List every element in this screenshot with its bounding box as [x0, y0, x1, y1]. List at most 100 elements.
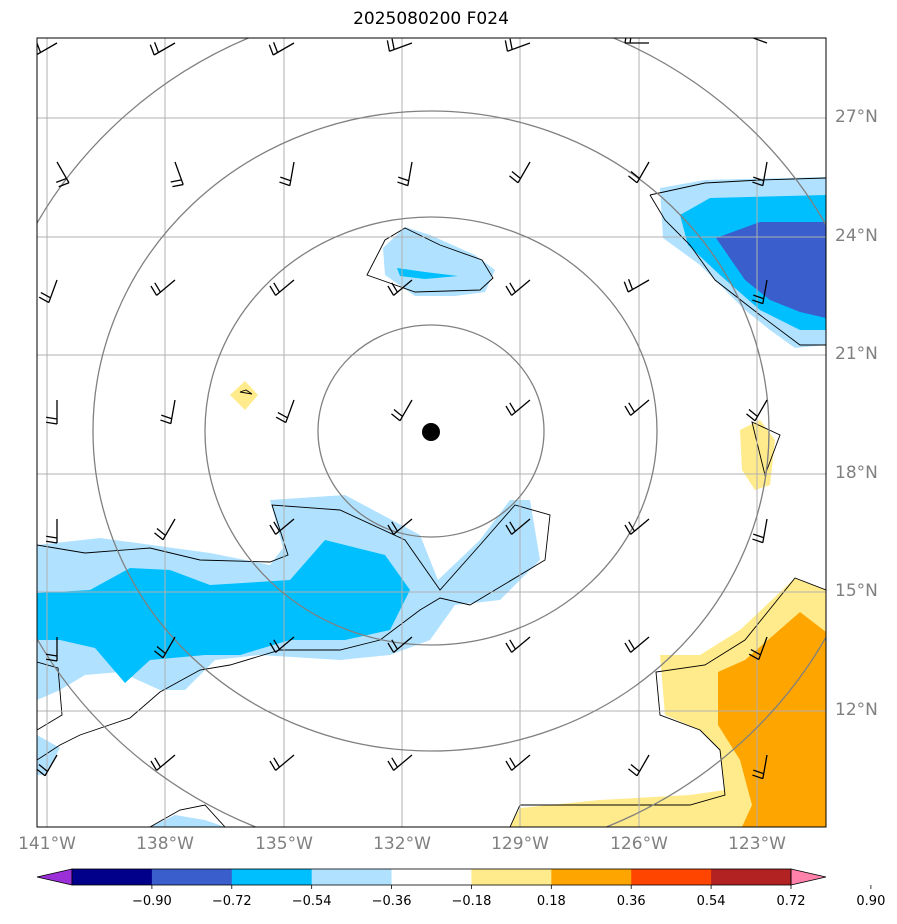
range-ring-9deg — [92, 110, 770, 752]
orange-region-southeast — [718, 612, 826, 827]
wind-barb — [624, 399, 650, 416]
wind-barb — [268, 41, 295, 56]
colorbar-tick-label: −0.36 — [371, 894, 412, 909]
wind-barb — [504, 38, 531, 52]
wind-barb — [279, 161, 295, 187]
colorbar-segment — [391, 869, 472, 885]
lat-label-21n: 21°N — [835, 344, 878, 364]
wind-barbs — [37, 38, 768, 780]
colorbar-tick-label: −0.18 — [451, 894, 492, 909]
wind-barb — [387, 636, 413, 653]
wind-barb — [387, 279, 413, 296]
colorbar-tick-label: −0.54 — [291, 894, 332, 909]
colorbar-tick-label: 0.72 — [776, 894, 806, 909]
wind-barb — [752, 518, 768, 544]
lat-label-24n: 24°N — [835, 226, 878, 246]
wind-barb — [46, 519, 58, 544]
colorbar-tick-label: −0.90 — [131, 894, 172, 909]
lon-label-138w: 138°W — [136, 834, 194, 854]
wind-barb — [505, 518, 531, 535]
wind-barb — [391, 399, 413, 422]
colorbar-segment — [231, 869, 313, 885]
wind-barb — [746, 399, 768, 422]
colorbar-segment — [471, 869, 552, 885]
colorbar-tick-label: 0.54 — [696, 894, 726, 909]
map-panel — [37, 38, 826, 827]
lat-label-27n: 27°N — [835, 107, 878, 127]
colorbar-max-extension — [790, 868, 827, 886]
storm-center-marker — [422, 423, 440, 441]
colorbar-tick-label: 0.90 — [856, 894, 886, 909]
wind-barb — [397, 161, 413, 187]
wind-barb — [752, 754, 768, 780]
lon-label-141w: 141°W — [18, 834, 76, 854]
wind-barb — [752, 161, 768, 187]
wind-barb — [748, 636, 768, 661]
wind-barb — [150, 754, 176, 771]
wind-barb — [624, 38, 649, 44]
light-blue-region-north — [383, 227, 495, 296]
wind-barb — [386, 38, 413, 52]
wind-barb — [37, 41, 58, 56]
wind-barb — [624, 518, 650, 535]
colorbar-segment — [311, 869, 393, 885]
lon-label-123w: 123°W — [728, 834, 786, 854]
map-frame — [36, 37, 827, 828]
wind-barb — [628, 161, 650, 184]
wind-barb — [150, 279, 176, 296]
range-rings — [37, 38, 826, 827]
wind-barb — [160, 399, 176, 425]
range-ring-6deg — [204, 216, 658, 646]
light-blue-region-southwest — [37, 735, 60, 775]
wind-barb — [269, 518, 295, 535]
wind-barb — [170, 161, 184, 188]
wind-barb — [509, 161, 531, 184]
wind-barb — [269, 636, 295, 653]
graticule — [37, 38, 826, 827]
lat-label-18n: 18°N — [835, 463, 878, 483]
lon-label-135w: 135°W — [255, 834, 313, 854]
dark-blue-region-northeast — [716, 222, 826, 318]
wind-barb — [505, 636, 531, 653]
wind-barb — [269, 754, 295, 771]
wind-barb — [38, 279, 58, 304]
colorbar-segment — [631, 869, 712, 885]
colorbar-segment — [72, 869, 153, 885]
wind-barb — [752, 279, 768, 305]
wind-barb — [505, 399, 531, 416]
wind-barb — [628, 754, 650, 777]
wind-barb — [275, 399, 295, 424]
lon-label-126w: 126°W — [610, 834, 668, 854]
colorbar-tick-label: −0.72 — [211, 894, 252, 909]
wind-barb — [154, 518, 176, 541]
colorbar-tick-label: 0.18 — [536, 894, 566, 909]
colorbar-min-extension — [36, 868, 73, 886]
colorbar-segment — [551, 869, 632, 885]
blue-region-north — [397, 268, 458, 279]
page-title: 2025080200 F024 — [353, 9, 509, 29]
colorbar-segment — [151, 869, 233, 885]
wind-barb — [149, 41, 176, 56]
wind-barb — [46, 400, 58, 425]
wind-barb — [269, 279, 295, 296]
light-blue-region-south — [150, 815, 225, 827]
wind-barb — [37, 754, 58, 777]
shaded-field-positive — [230, 381, 826, 827]
yellow-region-small — [230, 381, 258, 410]
colorbar — [36, 868, 872, 889]
colorbar-segment — [711, 869, 792, 885]
wind-barb — [505, 279, 531, 296]
colorbar-tick-label: 0.36 — [616, 894, 646, 909]
lon-label-129w: 129°W — [491, 834, 549, 854]
wind-barb — [751, 38, 768, 44]
range-ring-3deg — [317, 324, 545, 538]
lon-label-132w: 132°W — [373, 834, 431, 854]
wind-barb — [154, 636, 176, 659]
wind-barb — [387, 518, 413, 535]
wind-barb — [623, 278, 650, 293]
wind-barb — [387, 754, 413, 771]
wind-barb — [505, 754, 531, 771]
lat-label-12n: 12°N — [835, 700, 878, 720]
wind-barb — [55, 161, 70, 188]
